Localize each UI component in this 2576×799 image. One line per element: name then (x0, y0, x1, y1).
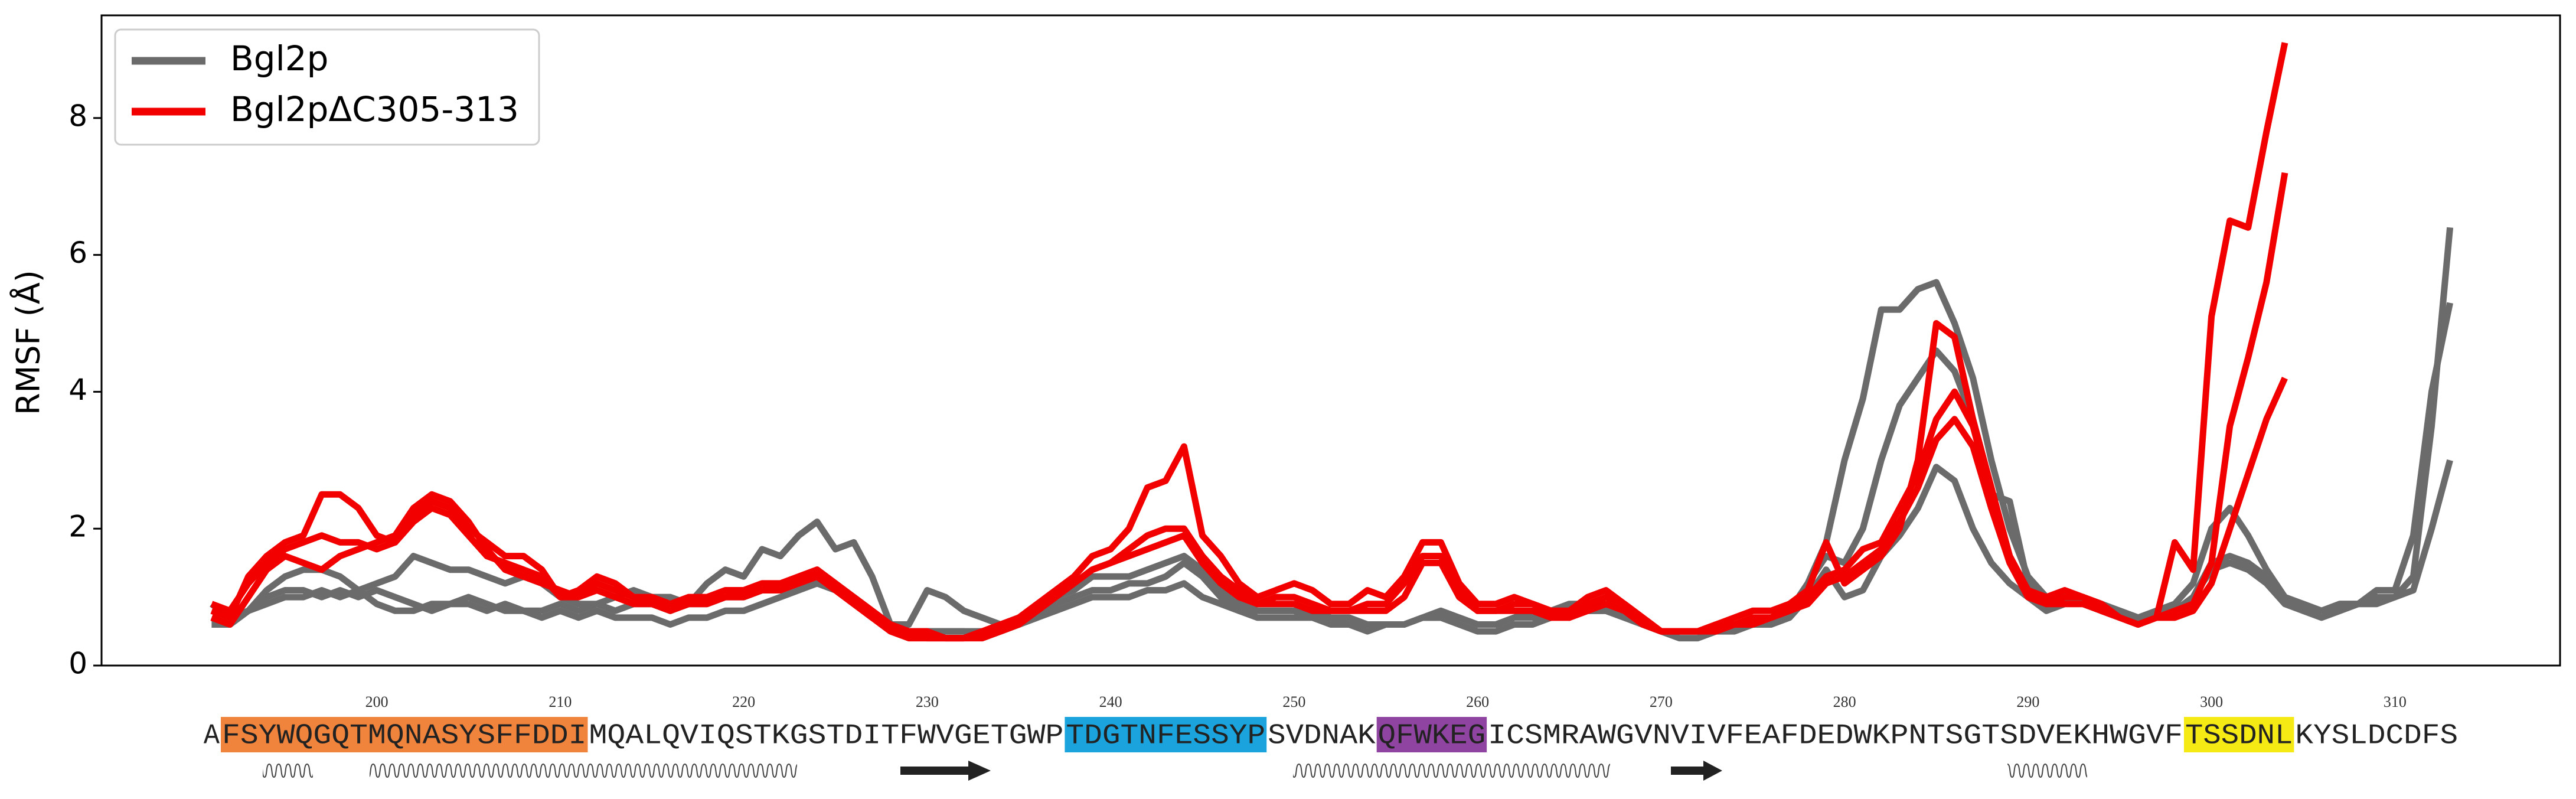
residue-number: 260 (1466, 693, 1489, 710)
residue-number: 310 (2384, 693, 2407, 710)
y-axis-label: RMSF (Å) (9, 270, 47, 415)
sequence-segment: TSSDNL (2185, 720, 2293, 752)
y-tick-label: 2 (68, 510, 87, 544)
helix (263, 762, 313, 780)
strand-arrow (1671, 761, 1722, 781)
sequence-segment: KYSLDCDFS (2295, 720, 2458, 752)
sequence-segment: QFWKEG (1378, 720, 1485, 752)
sequence-segment: MQALQVIQSTKGSTDITFWVGETGWP (589, 720, 1063, 752)
residue-number: 300 (2200, 693, 2223, 710)
sequence-segment: ICSMRAWGVNVIVFEAFDEDWKPNTSGTSDVEKHWGVF (1488, 720, 2183, 752)
legend-box (114, 28, 540, 146)
sequence-segment: A (204, 720, 220, 752)
residue-number: 280 (1833, 693, 1856, 710)
residue-number: 200 (365, 693, 388, 710)
y-tick-label: 8 (68, 99, 87, 133)
sequence-highlight (1065, 717, 1267, 752)
legend-label: Bgl2p (230, 38, 328, 79)
residue-number: 240 (1099, 693, 1122, 710)
y-tick-label: 6 (68, 236, 87, 270)
sequence-highlight (220, 717, 588, 752)
series-line (210, 376, 2288, 642)
sequence-segment: FSYWQGQTMQNASYSFFDDI (222, 720, 586, 752)
legend: Bgl2p Bgl2pΔC305-313 (114, 28, 540, 146)
sequence-annotation: 200 210 220 230 240 250 260 270 280 290 300 310 A FSY… (204, 693, 2458, 781)
legend-label: Bgl2pΔC305-313 (230, 89, 519, 129)
sequence-highlight (1376, 717, 1487, 752)
residue-number: 220 (732, 693, 755, 710)
strand-arrow (900, 761, 991, 781)
residue-number: 290 (2016, 693, 2039, 710)
residue-number: 270 (1650, 693, 1673, 710)
sequence-segment: SVDNAK (1268, 720, 1376, 752)
y-tick-label: 4 (68, 373, 87, 407)
sequence-highlight (2183, 717, 2294, 752)
y-tick-label: 0 (68, 647, 87, 681)
helix (2007, 762, 2087, 780)
residue-number: 230 (916, 693, 939, 710)
axes-frame (100, 14, 2561, 667)
sequence-segment: TDGTNFESSYP (1066, 720, 1265, 752)
residue-number: 210 (548, 693, 572, 710)
plot-area: 0 2 4 6 8 (68, 42, 2454, 681)
helix (370, 762, 797, 780)
residue-number: 250 (1282, 693, 1305, 710)
helix (1293, 762, 1610, 780)
